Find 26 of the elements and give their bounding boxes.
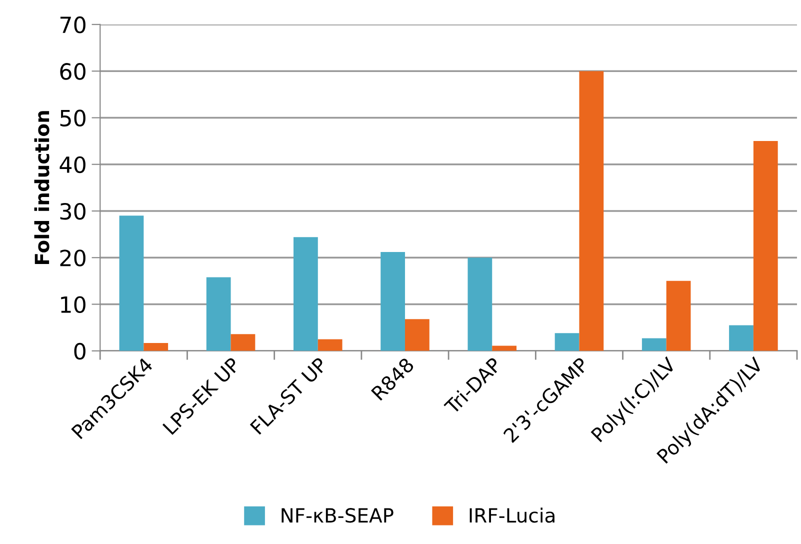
bar: [294, 237, 318, 351]
bar: [642, 338, 666, 351]
bar: [729, 325, 754, 351]
y-tick-label: 0: [74, 342, 86, 360]
bar: [579, 71, 604, 351]
bar: [380, 252, 406, 351]
bar: [119, 216, 144, 351]
y-axis-title: Fold induction: [34, 111, 50, 264]
y-tick-label: 30: [60, 202, 86, 220]
bar: [230, 334, 256, 351]
bar: [405, 319, 430, 351]
y-tick-label: 20: [60, 250, 86, 266]
y-tick-label: 40: [60, 156, 86, 174]
y-tick-label: 50: [60, 110, 86, 126]
y-tick-label: 10: [61, 296, 86, 314]
legend-label: NF-κB-SEAP: [282, 508, 394, 523]
y-tick-label: 70: [60, 16, 86, 34]
bar: [753, 141, 778, 351]
bar: [468, 258, 492, 351]
bar: [144, 342, 168, 351]
bar: [666, 280, 691, 351]
bar: [554, 333, 580, 351]
legend-label: IRF-Lucia: [470, 508, 554, 523]
y-tick-label: 60: [60, 63, 86, 80]
bar: [206, 277, 231, 351]
bar: [318, 339, 342, 351]
